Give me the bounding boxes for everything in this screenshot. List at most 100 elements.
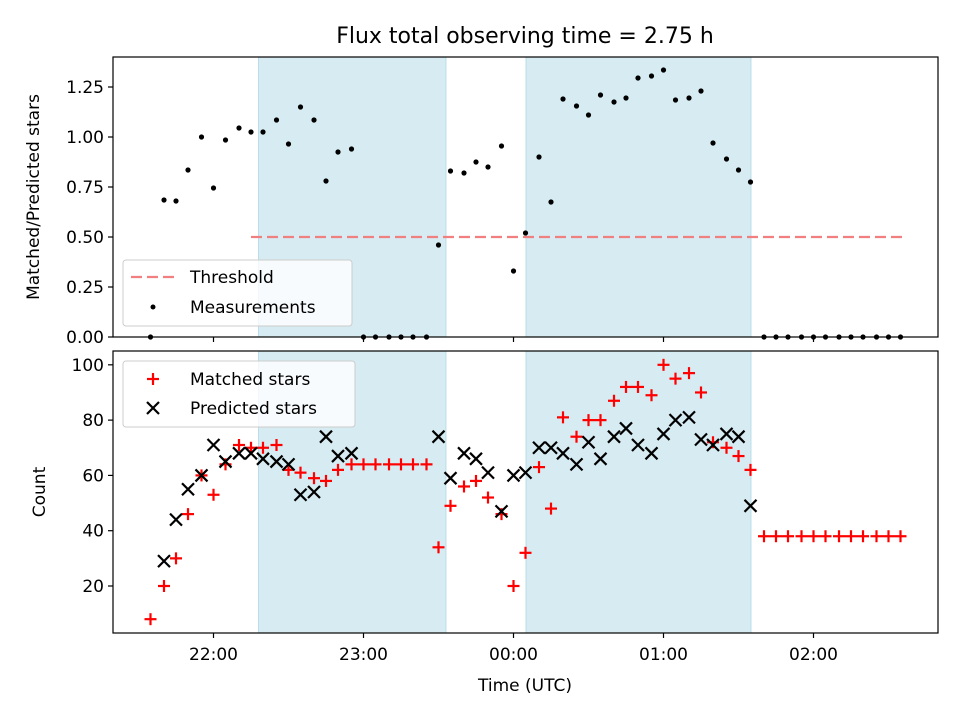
matched-star-point (594, 414, 607, 427)
legend-matched-swatch (147, 373, 159, 385)
top-y-ticks: 0.00 0.25 0.50 0.75 1.00 1.25 (66, 78, 113, 348)
measurement-point (173, 198, 179, 204)
matched-star-point (620, 380, 632, 393)
ratio-y-tick-label: 1.25 (66, 78, 104, 98)
bottom-shaded-span (525, 350, 752, 634)
matched-star-point (158, 580, 170, 592)
ratio-panel: 0.00 0.25 0.50 0.75 1.00 1.25 Matched/Predict… (24, 56, 939, 348)
measurement-point (447, 168, 454, 174)
matched-star-point (257, 441, 269, 454)
predicted-star-point (281, 457, 296, 472)
matched-star-point (182, 508, 194, 521)
ratio-legend-box (122, 259, 353, 327)
measurement-point (248, 129, 254, 135)
predicted-star-point (668, 413, 683, 427)
measurement-point (210, 185, 217, 191)
matched-star-point (470, 474, 482, 487)
matched-star-point (395, 458, 407, 471)
predicted-star-point (232, 446, 246, 461)
measurement-point (335, 149, 341, 155)
matched-star-point (519, 546, 532, 559)
predicted-star-point (682, 410, 696, 425)
matched-star-point (458, 480, 470, 493)
count-y-tick-label: 40 (82, 522, 104, 542)
measurement-point (198, 134, 205, 140)
predicted-star-point (694, 432, 708, 447)
predicted-star-point (556, 446, 570, 461)
measurement-point (498, 143, 505, 149)
matched-star-point (770, 530, 782, 543)
matched-star-point (482, 491, 494, 504)
measurement-point (660, 67, 667, 73)
ratio-y-tick-label: 0.75 (66, 178, 104, 198)
count-legend: Matched stars Predicted stars (122, 360, 356, 428)
ratio-panel-frame (112, 56, 939, 338)
matched-star-point (420, 458, 433, 471)
predicted-star-point (731, 429, 746, 444)
matched-star-point (894, 530, 907, 543)
count-y-tick-label: 60 (82, 466, 104, 486)
measurement-point (735, 167, 742, 173)
time-x-tick-label: 02:00 (789, 645, 838, 665)
legend-threshold-label: Threshold (189, 268, 274, 288)
matched-star-point (608, 394, 620, 407)
time-x-tick-label: 00:00 (489, 645, 538, 665)
predicted-star-point (331, 449, 345, 463)
matched-star-point (308, 472, 320, 485)
top-x-ticks (212, 337, 815, 342)
predicted-star-point (244, 446, 258, 461)
predicted-star-point (569, 457, 584, 472)
predicted-star-points (157, 410, 758, 568)
time-x-tick-label: 01:00 (639, 645, 688, 665)
measurement-point (672, 97, 679, 103)
matched-star-point (833, 530, 845, 543)
predicted-star-point (607, 429, 621, 444)
matched-star-point (845, 530, 857, 543)
matched-star-point (207, 488, 220, 501)
bottom-y-ticks: 20 40 60 80 100 (72, 356, 113, 597)
measurement-point (161, 197, 167, 203)
measurement-point (185, 167, 191, 173)
measurement-point (273, 117, 280, 123)
matched-star-point (795, 530, 808, 543)
predicted-star-point (218, 454, 233, 469)
measurement-point (548, 199, 554, 205)
time-x-tick-label: 23:00 (339, 645, 388, 665)
predicted-star-point (457, 446, 471, 461)
measurement-point (635, 75, 641, 81)
matched-star-point (357, 458, 370, 471)
matched-star-point (507, 580, 520, 592)
predicted-star-point (344, 446, 359, 461)
matched-star-point (294, 466, 307, 479)
matched-star-point (557, 411, 569, 424)
predicted-star-point (631, 438, 645, 452)
measurement-point (698, 88, 704, 94)
measurement-point (522, 230, 529, 236)
matched-star-point (345, 458, 358, 471)
predicted-star-point (506, 468, 521, 483)
measurement-point (573, 103, 580, 109)
predicted-star-point (544, 440, 558, 455)
matched-star-point (657, 358, 670, 371)
measurement-point (597, 92, 604, 98)
matched-star-point (720, 441, 733, 454)
predicted-star-point (206, 438, 221, 452)
matched-star-point (695, 386, 707, 399)
matched-star-point (270, 439, 283, 451)
matched-star-point (144, 613, 157, 626)
predicted-star-point (481, 465, 495, 480)
ratio-legend: Threshold Measurements (122, 259, 353, 327)
matched-star-point (582, 414, 595, 427)
legend-measurements-swatch (150, 304, 156, 310)
predicted-star-point (307, 485, 321, 499)
measurement-point (710, 140, 716, 146)
figure-title: Flux total observing time = 2.75 h (336, 24, 714, 49)
predicted-star-point (743, 499, 758, 513)
matched-star-point (533, 461, 545, 474)
predicted-star-point (719, 427, 734, 441)
bottom-x-ticks: 22:00 23:00 00:00 01:00 02:00 (189, 633, 838, 665)
matched-star-point (407, 458, 419, 471)
predicted-star-point (469, 452, 483, 466)
predicted-star-point (194, 468, 209, 483)
count-panel: 20 40 60 80 100 22:00 23:00 00:00 01:00 02:00 Co… (30, 350, 939, 696)
